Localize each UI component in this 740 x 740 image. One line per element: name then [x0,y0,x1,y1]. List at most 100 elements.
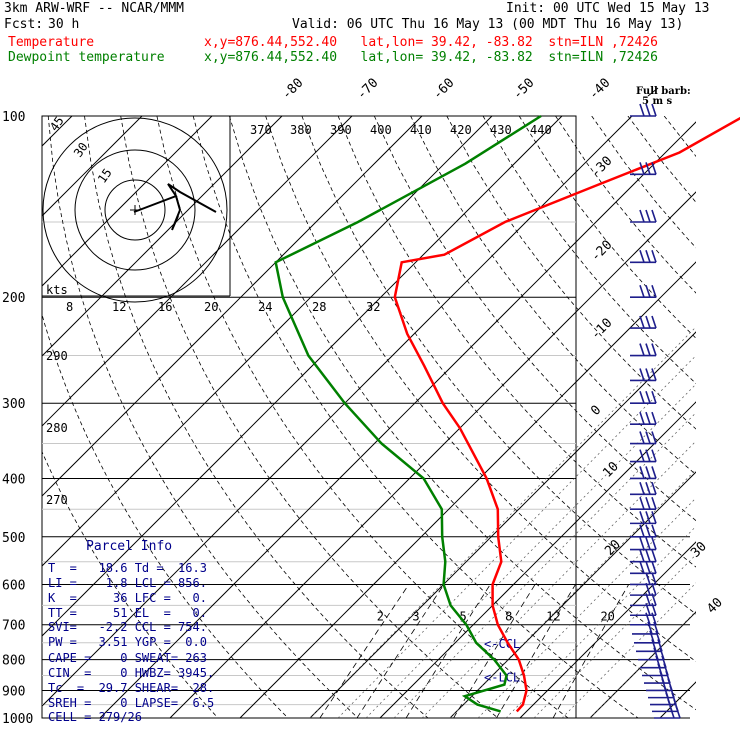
hodograph-trace [133,183,217,231]
wind-barb [630,449,657,463]
barb-flag [639,561,645,574]
moist-adiabats [309,326,696,718]
hodograph-ring-label: 30 [71,140,91,160]
wind-barb [630,496,657,511]
pressure-tick-label: 1000 [2,712,33,727]
barb-flag [645,315,651,329]
hodograph-unit-label: kts [46,283,68,297]
barb-flag [645,496,651,510]
barb-flag [651,561,657,574]
isotherm [42,116,423,497]
barb-flag [651,284,657,298]
barb-flag [645,284,651,298]
pressure-tick-label: 800 [2,654,25,669]
isotherm [99,121,696,718]
barb-flag [645,431,651,444]
isotherm-label: -50 [510,76,537,103]
theta-label: 410 [410,123,432,137]
barb-flag [645,602,651,616]
moist-adiabat [449,469,696,718]
barb-flag [639,368,645,381]
dry-adiabat [373,116,696,522]
pressure-tick-label: 900 [2,684,25,699]
isotherm [42,116,283,357]
theta-label: 280 [46,421,68,435]
temperature-location: x,y=876.44,552.40 lat,lon= 39.42, -83.82… [204,35,658,50]
pressure-tick-label: 200 [2,291,25,306]
barb-flag [639,209,645,223]
barb-flag [645,368,651,381]
barb-flag [645,593,651,606]
pressure-tick-label: 600 [2,578,25,593]
sounding-line [274,114,542,713]
barb-flag [645,343,651,356]
theta-label: 420 [450,123,472,137]
isotherm-label: -30 [588,154,615,181]
isotherm [309,331,696,718]
barb-flag [651,103,657,117]
moist-adiabat [337,355,696,718]
mixing-ratio-line [356,584,445,718]
theta-label: 380 [290,123,312,137]
barb-flag [639,537,645,550]
dry-adiabat [156,116,569,718]
wind-barb [630,602,657,617]
wind-barb [630,511,657,525]
dry-adiabat [482,116,696,385]
barb-flag [651,411,657,425]
mixing-ratio-label: 2 [377,610,384,624]
barb-flag [645,390,651,404]
parcel-line: CAPE = 0 SWEAT= 263 [48,651,207,665]
barb-flag [651,449,657,462]
wind-barb [630,524,657,538]
barb-flag [651,511,657,524]
dry-adiabat [265,116,696,662]
isotherm-label: 0 [588,403,604,419]
isotherm-label: -20 [588,238,615,265]
dry-adiabat [192,116,639,718]
valid-time: Valid: 06 UTC Thu 16 May 13 (00 MDT Thu … [292,17,684,32]
wind-barb [632,621,659,635]
dry-adiabat [84,116,429,718]
isotherm-label: 10 [600,459,622,481]
parcel-line: PW = 3.51 YGP = 0.0 [48,635,207,649]
theta-label: 290 [46,349,68,363]
barb-flag [645,511,651,524]
dry-adiabats [42,116,696,718]
wind-barb [630,315,657,329]
moist-adiabat [533,554,696,718]
hodograph-ring [104,179,166,241]
theta-label: 270 [46,493,68,507]
wind-barb [630,368,657,382]
dry-adiabat [518,116,696,339]
barb-flag [639,250,645,263]
barb-flag [651,602,657,616]
wind-barb [630,593,657,607]
barb-flag [645,582,651,596]
wind-barb [638,647,665,661]
barb-flag [649,630,655,644]
wind-barb [630,343,657,357]
pressure-tick-label: 100 [2,110,25,125]
parcel-line: CIN = 0 HWBZ= 3945. [48,666,215,680]
barb-flag [675,705,681,719]
isotherms [42,116,696,718]
mixing-ratio-line [496,584,576,718]
parcel-line: TT = 51 EL = 0. [48,606,207,620]
barb-flag [639,482,645,495]
parcel-line: T = 18.6 Td = 16.3 [48,561,207,575]
barb-flag [651,612,657,626]
vapor-scale-label: 8 [66,300,73,314]
theta-label: 430 [490,123,512,137]
isotherm-label: 40 [704,595,726,617]
barb-legend-sample [647,87,659,97]
vapor-scale-label: 32 [366,300,380,314]
barb-flag [639,511,645,524]
wind-barb [630,466,657,480]
barb-flag [639,284,645,298]
dewpoint-legend: Dewpoint temperature [8,50,165,65]
wind-barb [630,582,657,596]
barb-flag [651,482,657,495]
model-title: 3km ARW-WRF -- NCAR/MMM [4,1,185,16]
